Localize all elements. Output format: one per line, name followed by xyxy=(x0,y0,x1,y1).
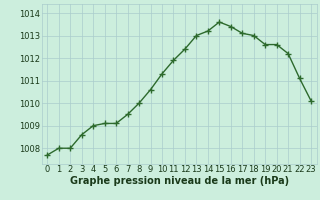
X-axis label: Graphe pression niveau de la mer (hPa): Graphe pression niveau de la mer (hPa) xyxy=(70,176,289,186)
